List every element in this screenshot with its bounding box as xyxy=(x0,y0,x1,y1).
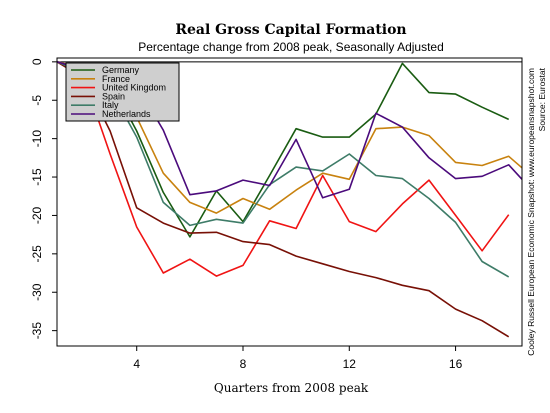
legend-label: Italy xyxy=(102,100,119,110)
chart-title: Real Gross Capital Formation xyxy=(175,22,406,38)
source-credit: Cooley Russell European Economic Snapsho… xyxy=(526,67,547,355)
x-axis-label: Quarters from 2008 peak xyxy=(214,381,369,395)
legend-label: Germany xyxy=(102,65,140,75)
y-tick-label: -35 xyxy=(30,322,44,340)
series-line-italy xyxy=(56,61,510,278)
x-tick-label: 8 xyxy=(240,357,247,371)
y-tick-label: 0 xyxy=(30,58,44,65)
series-line-spain xyxy=(56,61,510,338)
legend-label: France xyxy=(102,74,130,84)
credit-line: Cooley Russell European Economic Snapsho… xyxy=(526,68,536,356)
y-tick-label: -10 xyxy=(30,130,44,148)
y-tick-label: -20 xyxy=(30,206,44,224)
y-tick-label: -25 xyxy=(30,245,44,263)
series-line-united-kingdom xyxy=(56,61,510,277)
legend-box xyxy=(65,62,180,122)
axis-ticks: 0 -5 -10 -15 -20 -25 -30 -35 4 8 12 16 xyxy=(30,58,463,371)
legend-label: United Kingdom xyxy=(102,83,166,93)
legend-label: Spain xyxy=(102,91,125,101)
legend-label: Netherlands xyxy=(102,109,151,119)
y-tick-label: -30 xyxy=(30,283,44,301)
x-tick-label: 12 xyxy=(343,357,357,371)
y-tick-label: -5 xyxy=(30,95,44,106)
plot-frame xyxy=(56,57,523,347)
series-line-germany xyxy=(56,61,510,238)
x-tick-label: 4 xyxy=(133,357,140,371)
chart-subtitle: Percentage change from 2008 peak, Season… xyxy=(138,40,444,54)
y-tick-label: -15 xyxy=(30,168,44,186)
x-tick-label: 16 xyxy=(449,357,463,371)
credit-line: Source: Eurostat xyxy=(537,67,547,131)
